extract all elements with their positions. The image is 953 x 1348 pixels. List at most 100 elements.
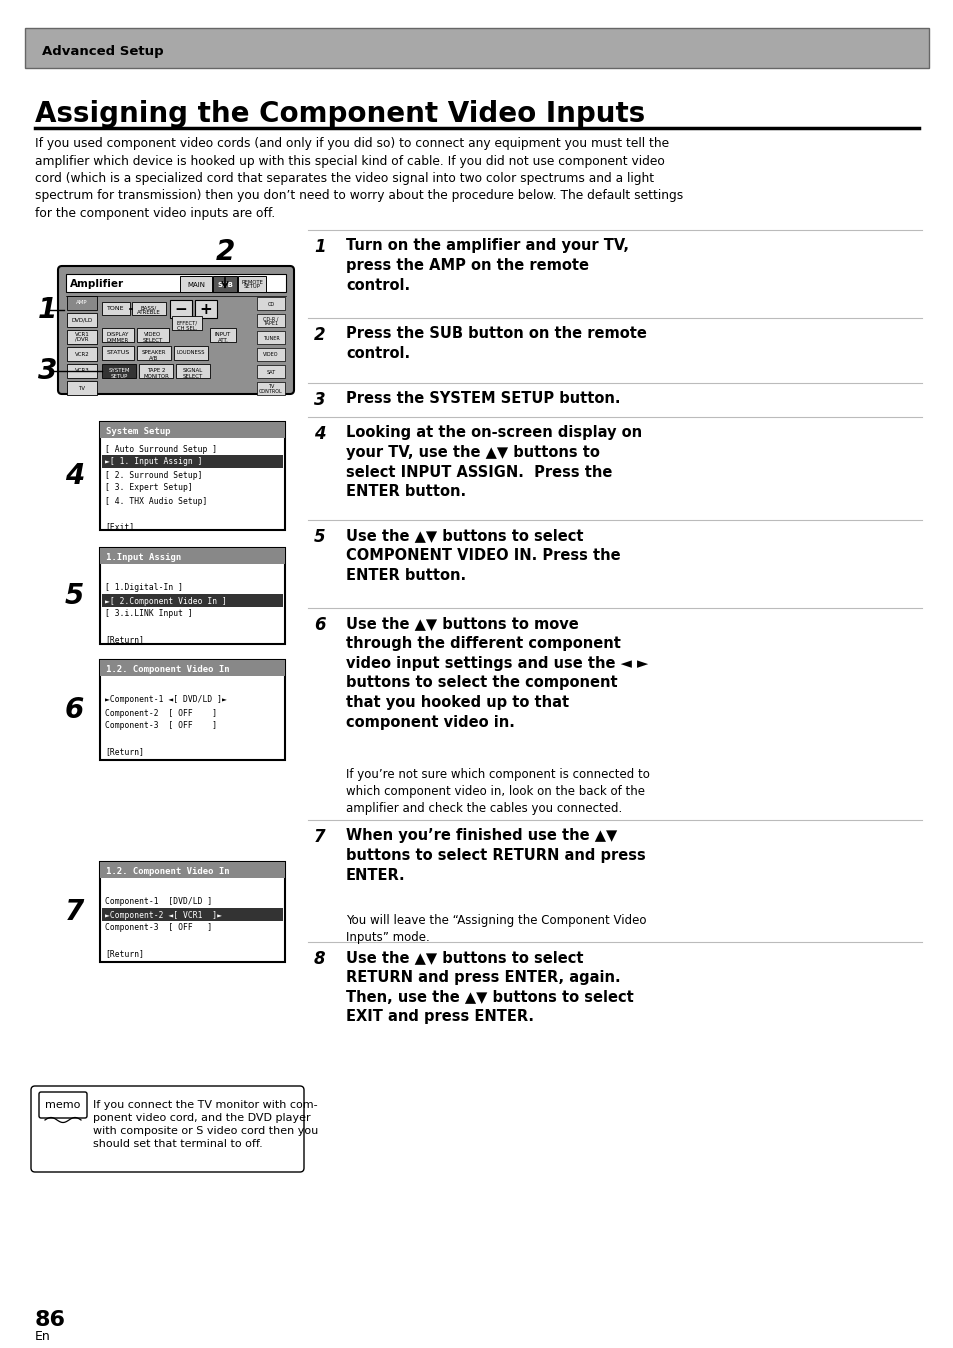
Text: +: +	[199, 302, 213, 318]
Text: [ 3.i.LINK Input ]: [ 3.i.LINK Input ]	[105, 609, 193, 619]
Bar	[100, 422, 285, 438]
Text: REMOTE: REMOTE	[241, 279, 263, 284]
Text: Component-2  [ OFF    ]: Component-2 [ OFF ]	[105, 709, 217, 717]
Text: You will leave the “Assigning the Component Video
Inputs” mode.: You will leave the “Assigning the Compon…	[346, 914, 646, 944]
Text: VCR2: VCR2	[74, 352, 90, 356]
Text: [ 3. Expert Setup]: [ 3. Expert Setup]	[105, 484, 193, 492]
Text: SETUP: SETUP	[243, 284, 260, 290]
Bar	[132, 302, 166, 315]
Text: SIGNAL: SIGNAL	[183, 368, 203, 373]
Bar	[256, 381, 285, 395]
Bar	[139, 364, 172, 377]
Bar	[67, 381, 97, 395]
Text: 8: 8	[314, 950, 325, 968]
Bar	[67, 313, 97, 328]
Bar	[137, 346, 171, 360]
Text: 3: 3	[38, 357, 57, 386]
Bar	[67, 330, 97, 344]
Bar	[102, 909, 283, 921]
Text: If you’re not sure which component is connected to
which component video in, loo: If you’re not sure which component is co…	[346, 768, 649, 816]
Text: ATT.: ATT.	[217, 337, 228, 342]
Text: TUNER: TUNER	[262, 336, 279, 341]
FancyBboxPatch shape	[58, 266, 294, 394]
Text: ATREBLE: ATREBLE	[137, 310, 161, 315]
Bar	[67, 297, 97, 310]
Bar	[210, 328, 235, 342]
Text: Component-3  [ OFF    ]: Component-3 [ OFF ]	[105, 721, 217, 731]
Text: When you’re finished use the ▲▼
buttons to select RETURN and press
ENTER.: When you’re finished use the ▲▼ buttons …	[346, 828, 645, 883]
Text: Press the SYSTEM SETUP button.: Press the SYSTEM SETUP button.	[346, 391, 619, 406]
Bar	[102, 302, 130, 315]
Text: [Return]: [Return]	[105, 949, 144, 958]
Bar	[213, 276, 236, 293]
Text: −: −	[174, 302, 187, 318]
Text: TV
CONTROL: TV CONTROL	[259, 384, 283, 394]
Text: CH SEL.: CH SEL.	[176, 325, 197, 330]
Text: memo: memo	[45, 1100, 81, 1109]
Text: SYSTEM: SYSTEM	[108, 368, 130, 373]
Text: Component-1  [DVD/LD ]: Component-1 [DVD/LD ]	[105, 898, 212, 906]
Text: 1.2. Component Video In: 1.2. Component Video In	[106, 867, 230, 875]
Text: TAPE 2: TAPE 2	[147, 368, 165, 373]
Bar	[100, 661, 285, 760]
Text: 5: 5	[314, 528, 325, 546]
Text: 3: 3	[314, 391, 325, 408]
Bar	[173, 346, 208, 360]
Text: ►[ 2.Component Video In ]: ►[ 2.Component Video In ]	[105, 597, 227, 605]
Text: MAIN: MAIN	[187, 282, 205, 288]
Text: Assigning the Component Video Inputs: Assigning the Component Video Inputs	[35, 100, 644, 128]
Text: System Setup: System Setup	[106, 426, 171, 435]
Text: TV: TV	[78, 386, 86, 391]
Bar	[256, 314, 285, 328]
Bar	[66, 274, 286, 293]
Bar	[100, 861, 285, 878]
Text: 1.Input Assign: 1.Input Assign	[106, 553, 181, 562]
Text: TONE: TONE	[107, 306, 125, 311]
Text: Press the SUB button on the remote
control.: Press the SUB button on the remote contr…	[346, 326, 646, 361]
Bar	[137, 328, 169, 342]
Text: ►[ 1. Input Assign ]: ►[ 1. Input Assign ]	[105, 457, 202, 466]
Text: 1.2. Component Video In: 1.2. Component Video In	[106, 665, 230, 674]
Text: ►Component-1 ◄[ DVD/LD ]►: ►Component-1 ◄[ DVD/LD ]►	[105, 696, 227, 705]
Text: SELECT: SELECT	[143, 337, 163, 342]
Text: VIDEO: VIDEO	[144, 333, 161, 337]
Text: Amplifier: Amplifier	[70, 279, 124, 288]
Text: If you connect the TV monitor with com-
ponent video cord, and the DVD player
wi: If you connect the TV monitor with com- …	[92, 1100, 318, 1148]
Bar	[256, 348, 285, 361]
Text: SETUP: SETUP	[111, 373, 128, 379]
Text: DVD/LD: DVD/LD	[71, 318, 92, 322]
Text: DIMMER: DIMMER	[107, 337, 129, 342]
Text: [ 2. Surround Setup]: [ 2. Surround Setup]	[105, 470, 202, 480]
Text: SAT: SAT	[266, 369, 275, 375]
Text: Advanced Setup: Advanced Setup	[42, 44, 164, 58]
Text: 6: 6	[314, 616, 325, 634]
Text: If you used component video cords (and only if you did so) to connect any equipm: If you used component video cords (and o…	[35, 137, 682, 220]
Bar	[102, 594, 283, 607]
Text: VIDEO: VIDEO	[263, 352, 278, 357]
Text: Looking at the on-screen display on
your TV, use the ▲▼ buttons to
select INPUT : Looking at the on-screen display on your…	[346, 425, 641, 499]
Text: 2: 2	[314, 326, 325, 344]
Text: Use the ▲▼ buttons to select
RETURN and press ENTER, again.
Then, use the ▲▼ but: Use the ▲▼ buttons to select RETURN and …	[346, 950, 633, 1024]
Bar	[100, 661, 285, 675]
Text: Turn on the amplifier and your TV,
press the AMP on the remote
control.: Turn on the amplifier and your TV, press…	[346, 239, 628, 293]
Bar	[172, 315, 202, 330]
Bar	[100, 861, 285, 962]
Text: 7: 7	[65, 898, 84, 926]
Bar	[67, 364, 97, 377]
Text: [Return]: [Return]	[105, 748, 144, 756]
FancyBboxPatch shape	[39, 1092, 87, 1117]
Text: 4: 4	[65, 462, 84, 491]
Text: En: En	[35, 1330, 51, 1343]
Text: 1: 1	[314, 239, 325, 256]
Text: 7: 7	[314, 828, 325, 847]
Bar	[102, 456, 283, 468]
Text: SELECT: SELECT	[183, 373, 203, 379]
Text: LOUDNESS: LOUDNESS	[176, 350, 205, 356]
Text: SUB: SUB	[217, 282, 233, 288]
Bar	[180, 276, 212, 293]
Bar	[256, 365, 285, 377]
Bar	[256, 297, 285, 310]
Text: [Return]: [Return]	[105, 635, 144, 644]
Bar	[67, 346, 97, 361]
Bar	[100, 549, 285, 644]
